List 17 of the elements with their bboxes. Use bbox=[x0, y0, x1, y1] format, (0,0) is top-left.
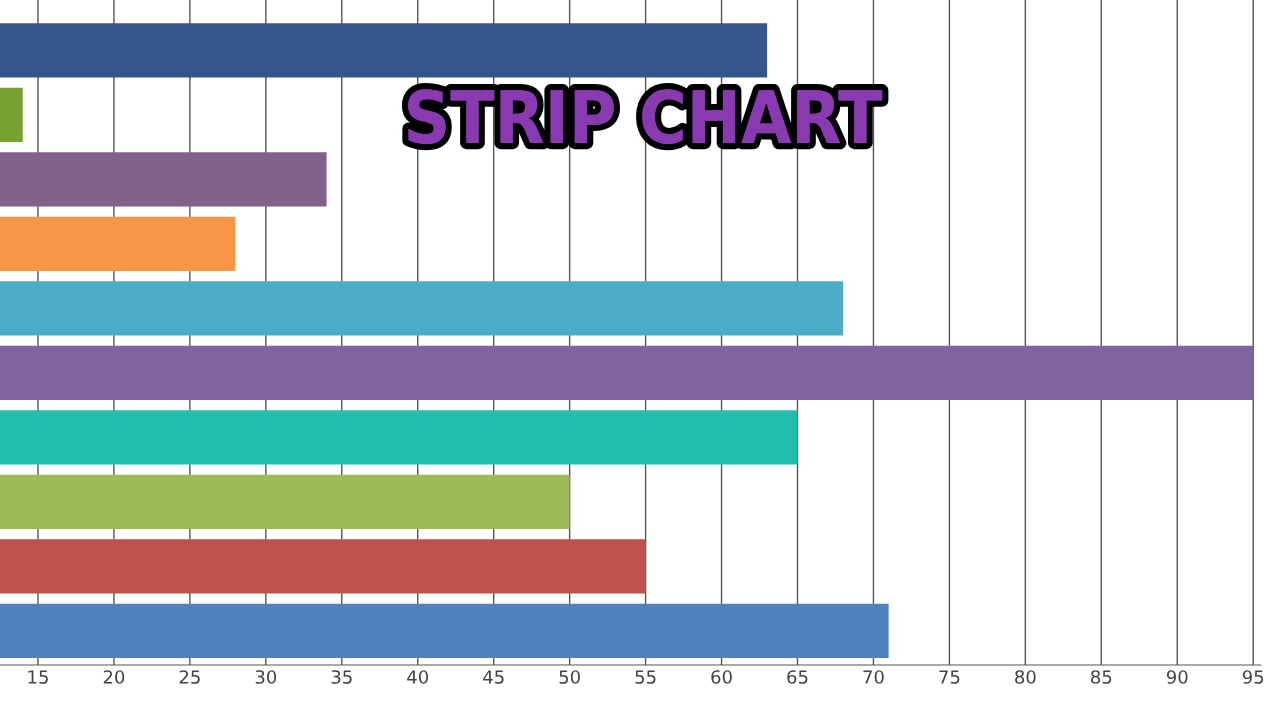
x-tick-label: 20 bbox=[103, 670, 125, 684]
x-tick-label: 40 bbox=[407, 670, 429, 684]
x-tick-label: 15 bbox=[28, 670, 48, 684]
x-tick-label: 35 bbox=[331, 670, 352, 684]
x-tick-label: 50 bbox=[559, 670, 580, 684]
x-tick-label: 75 bbox=[939, 670, 960, 684]
x-tick-label: 95 bbox=[1242, 670, 1264, 684]
x-tick-label: 80 bbox=[1015, 670, 1036, 684]
x-tick-label: 90 bbox=[1166, 670, 1188, 684]
x-tick-label: 60 bbox=[711, 670, 732, 684]
x-tick-label: 45 bbox=[483, 670, 504, 684]
x-tick-label: 70 bbox=[863, 670, 884, 684]
x-tick-label: 55 bbox=[635, 670, 656, 684]
x-tick-label: 25 bbox=[179, 670, 200, 684]
x-tick-label: 30 bbox=[255, 670, 277, 684]
x-tick-label: 85 bbox=[1091, 670, 1112, 684]
x-tick-label: 65 bbox=[787, 670, 808, 684]
